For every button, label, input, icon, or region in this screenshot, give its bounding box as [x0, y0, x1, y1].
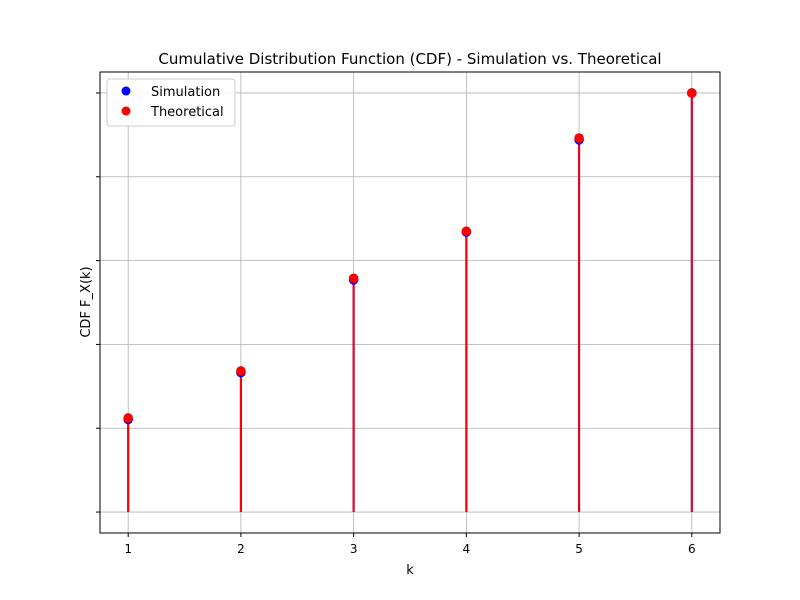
legend-marker-simulation: [121, 86, 131, 96]
data-point-theoretical: [687, 88, 697, 98]
data-point-theoretical: [461, 226, 472, 237]
y-axis-label: CDF F_X(k): [79, 266, 94, 337]
x-tick-label: 4: [463, 542, 471, 556]
chart-title: Cumulative Distribution Function (CDF) -…: [158, 50, 661, 68]
data-point-theoretical: [123, 413, 133, 423]
x-tick-label: 2: [237, 542, 245, 556]
stems-layer: [127, 92, 693, 513]
legend-marker-theoretical: [121, 106, 131, 116]
x-tick-label: 6: [688, 542, 696, 556]
x-axis-label: k: [406, 563, 414, 578]
legend: Simulation Theoretical: [106, 78, 236, 127]
x-tick-label: 5: [575, 542, 583, 556]
legend-box: [106, 78, 236, 127]
data-point-theoretical: [236, 366, 246, 376]
x-tick-label: 3: [350, 542, 358, 556]
ticks-layer: 1 2 3 4 5 6: [96, 92, 696, 556]
plot-frame: [99, 71, 721, 534]
x-tick-label: 1: [124, 542, 132, 556]
markers-layer: [123, 88, 697, 425]
legend-label-theoretical: Theoretical: [150, 105, 224, 120]
data-point-theoretical: [574, 133, 584, 143]
legend-label-simulation: Simulation: [151, 85, 220, 100]
data-point-theoretical: [348, 273, 359, 284]
